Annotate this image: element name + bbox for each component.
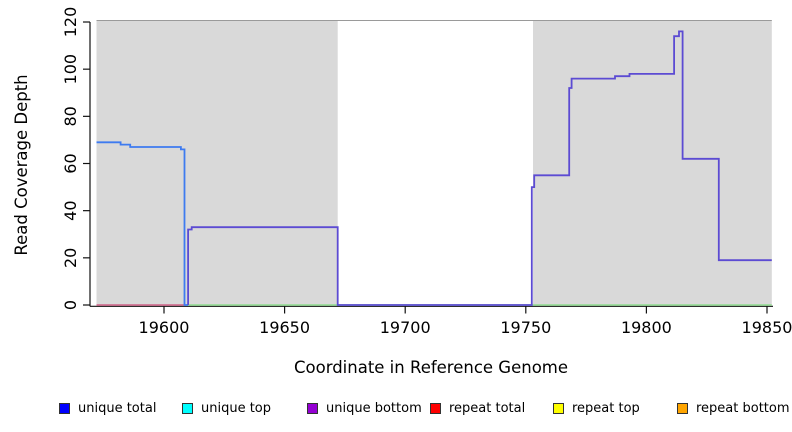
y-tick-label: 40 xyxy=(61,200,80,220)
x-tick-label: 19850 xyxy=(742,318,792,337)
legend-item-repeat-total: repeat total xyxy=(430,400,525,417)
repeat-region-band xyxy=(96,20,338,305)
legend-swatch-icon xyxy=(182,403,193,414)
legend-label: unique top xyxy=(201,401,272,416)
legend-item-repeat-bottom: repeat bottom xyxy=(677,400,790,417)
legend-swatch-icon xyxy=(430,403,441,414)
y-tick-label: 20 xyxy=(61,248,80,268)
x-tick-label: 19700 xyxy=(380,318,431,337)
y-tick-label: 0 xyxy=(61,300,80,310)
legend-item-repeat-top: repeat top xyxy=(553,400,640,417)
y-tick-label: 100 xyxy=(61,54,80,85)
y-tick-label: 60 xyxy=(61,153,80,173)
chart-layers: 0 20 40 60 80 100 120 19600 19650 19700 19750 19800… xyxy=(61,7,792,337)
x-tick-label: 19800 xyxy=(621,318,672,337)
y-tick-label: 80 xyxy=(61,106,80,126)
series-unique-bottom xyxy=(187,30,772,306)
legend-swatch-icon xyxy=(59,403,70,414)
legend-swatch-icon xyxy=(307,403,318,414)
x-tick-label: 19650 xyxy=(259,318,310,337)
legend-label: unique bottom xyxy=(326,401,422,416)
coverage-chart: 0 20 40 60 80 100 120 19600 19650 19700 19750 19800… xyxy=(12,7,792,377)
legend-item-unique-top: unique top xyxy=(182,400,271,417)
series-unique-total-left xyxy=(96,141,189,306)
chart-legend: unique total unique top unique bottom repea… xyxy=(0,400,792,424)
y-axis-title: Read Coverage Depth xyxy=(12,74,31,255)
legend-swatch-icon xyxy=(553,403,564,414)
legend-label: repeat bottom xyxy=(696,401,790,416)
repeat-region-band xyxy=(533,20,772,305)
x-tick-label: 19750 xyxy=(500,318,551,337)
legend-item-unique-total: unique total xyxy=(59,400,156,417)
x-axis-title: Coordinate in Reference Genome xyxy=(294,358,568,377)
legend-item-unique-bottom: unique bottom xyxy=(307,400,422,417)
legend-label: unique total xyxy=(78,401,157,416)
legend-label: repeat total xyxy=(449,401,526,416)
legend-swatch-icon xyxy=(677,403,688,414)
legend-label: repeat top xyxy=(572,401,640,416)
x-tick-label: 19600 xyxy=(139,318,190,337)
y-tick-label: 120 xyxy=(61,7,80,38)
